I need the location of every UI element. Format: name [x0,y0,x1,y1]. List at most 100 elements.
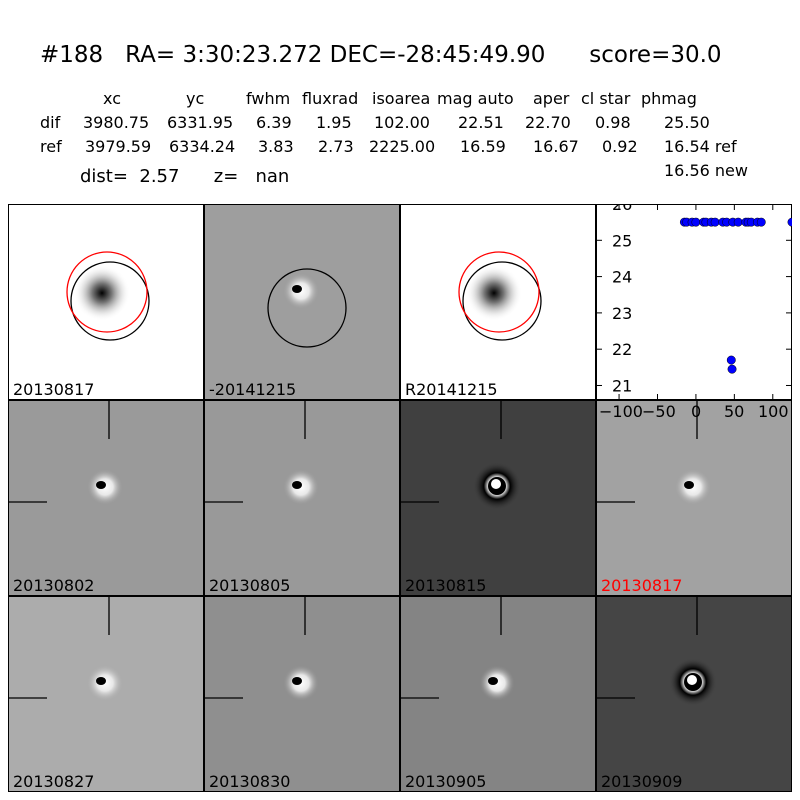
aperture-circle [462,261,542,341]
image-stamp: 20130830 [204,596,400,792]
stamp-image [9,597,123,701]
header-title: #188 RA= 3:30:23.272 DEC=-28:45:49.90 sc… [40,42,722,68]
data-point [710,217,720,227]
source-blob [74,265,130,321]
y-tick-label: 25 [612,231,632,250]
image-stamp: 20130817 [8,204,204,400]
y-tick-label: 21 [612,376,632,395]
source-core [96,677,106,685]
cell-ref-xc: 3979.59 [85,137,152,156]
y-tick-label: 26 [612,204,632,214]
source-core [488,677,498,685]
image-stamp: 20130815 [400,400,596,596]
col-header-isoarea: isoarea [372,89,431,108]
image-stamp: -20141215 [204,204,400,400]
image-stamp: 20130817 [596,400,792,596]
cell-dif-xc: 3980.75 [83,113,150,132]
col-header-cl-star: cl star [581,89,631,108]
cell-dif-yc: 6331.95 [167,113,234,132]
cell-ref-yc: 6334.24 [169,137,236,156]
stamp-image [66,251,150,341]
row-label-dif: dif [40,113,61,132]
col-header-fwhm: fwhm [246,89,291,108]
cell-ref-fwhm: 3.83 [258,137,294,156]
stamp-date-label: 20130827 [13,772,95,791]
stamp-date-label: 20130802 [13,576,95,595]
cell-dif-aper: 22.70 [525,113,571,132]
x-tick-label: 50 [724,402,745,421]
phmag-new: 16.56 new [664,161,748,180]
cell-ref-fluxrad: 2.73 [318,137,354,156]
image-stamp: 20130802 [8,400,204,596]
row-label-ref: ref [40,137,62,156]
cell-dif-fluxrad: 1.95 [316,113,352,132]
source-core [687,675,697,685]
x-tick-label: 100 [758,402,789,421]
cell-ref-mag-auto: 16.59 [460,137,506,156]
cell-ref-phmag: 16.54 ref [664,137,737,156]
source-core [491,479,501,489]
stamp-date-label: 20130905 [405,772,487,791]
col-header-yc: yc [186,89,205,108]
image-stamp: 20130905 [400,596,596,792]
source-core [292,285,302,293]
x-tick-label: −100 [599,402,643,421]
cell-ref-isoarea: 2225.00 [369,137,436,156]
aperture-circle-red [66,251,148,333]
data-point [691,217,701,227]
col-header-xc: xc [103,89,121,108]
source-core [96,481,106,489]
stamp-image [597,597,717,706]
aperture-circle-red [458,251,540,333]
stamp-date-label: 20130909 [601,772,683,791]
cell-dif-fwhm: 6.39 [256,113,292,132]
stamp-image [401,401,521,510]
source-core [292,481,302,489]
col-header-phmag: phmag [641,89,697,108]
cell-dif-isoarea: 102.00 [374,113,430,132]
stamp-date-label: -20141215 [209,380,297,399]
data-point [756,217,766,227]
stamp-image [205,401,319,505]
data-point [733,217,743,227]
stamp-image [401,597,515,701]
image-stamp: 20130805 [204,400,400,596]
x-tick-label: 0 [691,402,702,421]
dist-z-line: dist= 2.57 z= nan [80,166,290,187]
image-stamp: 20130827 [8,596,204,792]
aperture-circle [70,261,150,341]
col-header-mag-auto: mag auto [437,89,514,108]
stamp-image [458,251,542,341]
cell-dif-cl-star: 0.98 [595,113,631,132]
source-core [684,481,694,489]
data-point [727,364,737,374]
x-tick-label: −50 [642,402,676,421]
col-header-aper: aper [533,89,570,108]
stamp-date-label: R20141215 [405,380,498,399]
plot-frame [596,204,792,400]
source-core [292,677,302,685]
stamp-image [205,597,319,701]
stamp-image [597,401,711,505]
cell-ref-aper: 16.67 [533,137,579,156]
col-header-fluxrad: fluxrad [302,89,359,108]
y-tick-label: 24 [612,268,632,287]
data-point [726,355,736,365]
stamp-date-label: 20130817 [13,380,95,399]
cell-dif-mag-auto: 22.51 [458,113,504,132]
cell-dif-phmag: 25.50 [664,113,710,132]
light-curve-panel: 21 22 23 24 25 26 [596,195,797,400]
image-stamp: R20141215 [400,204,596,400]
stamp-date-label: 20130817 [601,576,683,595]
stamp-date-label: 20130830 [209,772,291,791]
stamp-date-label: 20130815 [405,576,487,595]
stamp-image [9,401,123,505]
y-tick-label: 23 [612,304,632,323]
y-tick-label: 22 [612,340,632,359]
cell-ref-cl-star: 0.92 [602,137,638,156]
stamp-date-label: 20130805 [209,576,291,595]
image-stamp: 20130909 [596,596,792,792]
aperture-circle [267,268,347,348]
light-curve-chart: 21 22 23 24 25 26 [596,195,797,400]
stamp-image [267,268,347,348]
